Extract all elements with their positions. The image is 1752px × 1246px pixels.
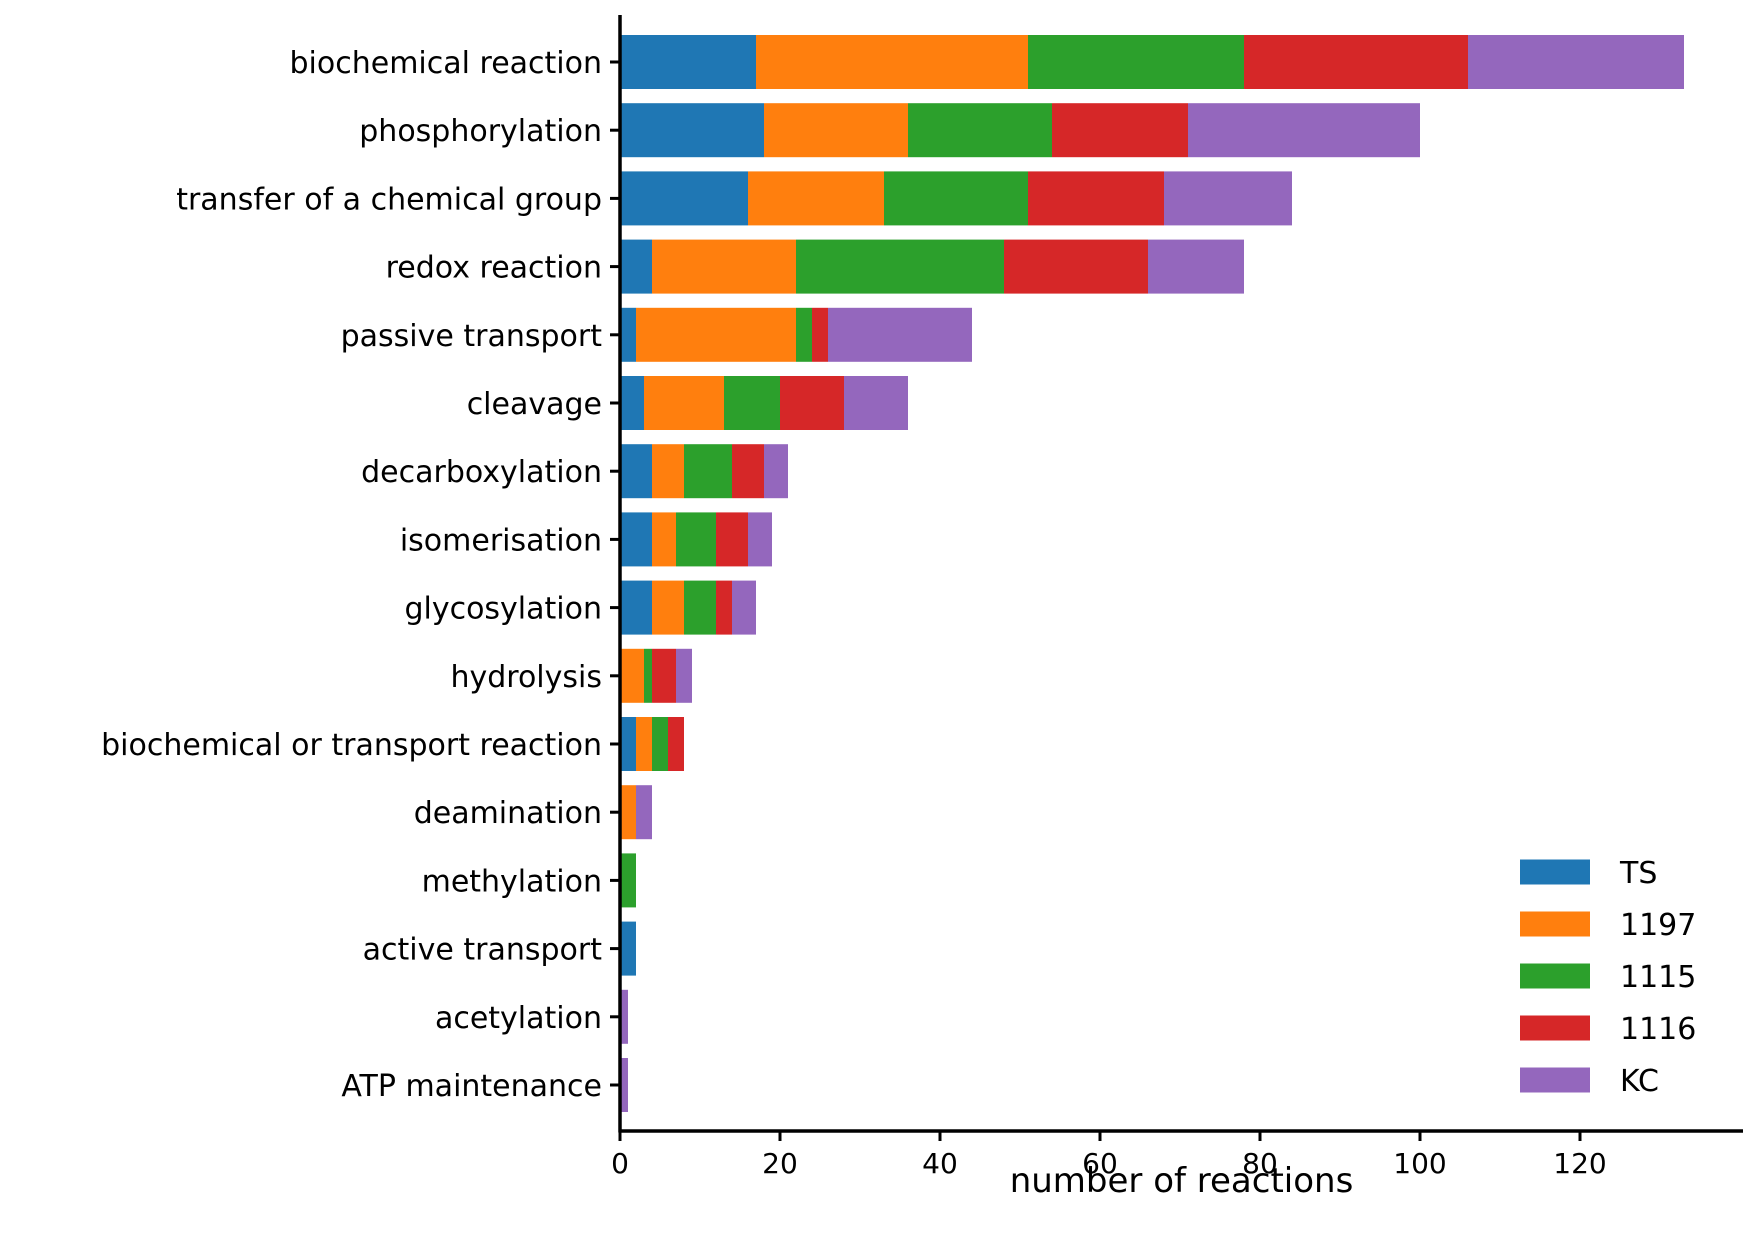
bar-segment-kc-2 — [1164, 171, 1292, 226]
x-tick-label: 60 — [1082, 1147, 1118, 1180]
bar-segment-1115-2 — [884, 171, 1028, 226]
category-label: cleavage — [467, 387, 602, 422]
legend-label-ts: TS — [1619, 856, 1657, 891]
bar-segment-ts-1 — [620, 103, 764, 158]
bar-segment-kc-1 — [1188, 103, 1420, 158]
bar-segment-kc-5 — [844, 376, 908, 430]
bar-segment-kc-11 — [636, 785, 652, 840]
legend-label-kc: KC — [1620, 1064, 1659, 1099]
legend: TS 1197 1115 1116 KC — [1520, 856, 1696, 1099]
bar-segment-1116-2 — [1028, 171, 1164, 226]
bar-segment-1115-0 — [1028, 35, 1244, 89]
bar-segment-kc-9 — [676, 648, 692, 703]
legend-label-1116: 1116 — [1620, 1012, 1696, 1047]
bar-segment-1115-3 — [796, 239, 1004, 294]
bar-segment-1116-4 — [812, 307, 828, 362]
bar-segment-1115-4 — [796, 307, 812, 362]
bar-segment-1115-9 — [644, 648, 652, 703]
legend-swatch-1115 — [1520, 963, 1590, 989]
x-tick-label: 40 — [922, 1147, 958, 1180]
legend-swatch-1116 — [1520, 1015, 1590, 1041]
bar-segment-ts-4 — [620, 307, 636, 362]
bar-segment-1116-9 — [652, 648, 676, 703]
bar-segment-1116-0 — [1244, 35, 1468, 89]
category-label: deamination — [414, 796, 602, 831]
x-tick-label: 80 — [1242, 1147, 1278, 1180]
bar-segment-kc-0 — [1468, 35, 1684, 89]
category-labels: biochemical reaction phosphorylation trans… — [101, 46, 620, 1104]
bar-segment-1197-2 — [748, 171, 884, 226]
bar-segment-1197-5 — [644, 376, 724, 430]
bar-segment-ts-3 — [620, 239, 652, 294]
x-tick-label: 120 — [1553, 1147, 1606, 1180]
legend-swatch-1197 — [1520, 911, 1590, 937]
bar-segment-1115-12 — [620, 853, 636, 908]
legend-swatch-ts — [1520, 859, 1590, 885]
bar-segment-1115-8 — [684, 580, 716, 635]
category-label: redox reaction — [386, 251, 602, 286]
bar-segment-kc-8 — [732, 580, 756, 635]
bars-layer — [620, 35, 1684, 1112]
bar-segment-1115-10 — [652, 717, 668, 771]
category-label: transfer of a chemical group — [176, 182, 602, 217]
bar-segment-1197-10 — [636, 717, 652, 771]
bar-segment-1115-5 — [724, 376, 780, 430]
x-tick-label: 100 — [1393, 1147, 1446, 1180]
bar-segment-1116-6 — [732, 444, 764, 499]
bar-segment-kc-3 — [1148, 239, 1244, 294]
bar-segment-1116-3 — [1004, 239, 1148, 294]
bar-segment-ts-0 — [620, 35, 756, 89]
category-label: hydrolysis — [450, 660, 602, 695]
bar-segment-kc-14 — [620, 989, 628, 1044]
legend-label-1197: 1197 — [1620, 908, 1696, 943]
bar-segment-ts-6 — [620, 444, 652, 499]
bar-segment-1115-1 — [908, 103, 1052, 158]
bar-segment-kc-15 — [620, 1058, 628, 1112]
bar-segment-1116-8 — [716, 580, 732, 635]
category-label: acetylation — [435, 1001, 602, 1036]
x-tick-label: 0 — [611, 1147, 629, 1180]
bar-segment-1197-1 — [764, 103, 908, 158]
bar-segment-1116-5 — [780, 376, 844, 430]
bar-segment-1116-7 — [716, 512, 748, 567]
bar-segment-ts-2 — [620, 171, 748, 226]
bar-segment-1116-10 — [668, 717, 684, 771]
bar-segment-1197-4 — [636, 307, 796, 362]
bar-segment-ts-8 — [620, 580, 652, 635]
bar-segment-ts-13 — [620, 921, 636, 976]
category-label: active transport — [363, 933, 603, 968]
bar-segment-kc-4 — [828, 307, 972, 362]
category-label: ATP maintenance — [341, 1069, 602, 1104]
category-label: phosphorylation — [359, 114, 602, 149]
bar-segment-1115-6 — [684, 444, 732, 499]
bar-segment-1115-7 — [676, 512, 716, 567]
bar-segment-ts-5 — [620, 376, 644, 430]
bar-segment-kc-6 — [764, 444, 788, 499]
bar-segment-kc-7 — [748, 512, 772, 567]
axes — [618, 15, 1743, 1133]
category-label: methylation — [422, 864, 602, 899]
x-ticks: 0 20 40 60 80 100 120 — [611, 1131, 1607, 1180]
x-axis-title: number of reactions — [1010, 1161, 1354, 1201]
x-tick-label: 20 — [762, 1147, 798, 1180]
bar-segment-1197-11 — [620, 785, 636, 840]
bar-segment-1197-6 — [652, 444, 684, 499]
legend-label-1115: 1115 — [1620, 960, 1696, 995]
category-label: passive transport — [341, 319, 603, 354]
bar-segment-1197-0 — [756, 35, 1028, 89]
category-label: isomerisation — [400, 523, 602, 558]
category-label: glycosylation — [404, 592, 602, 627]
bar-segment-1197-9 — [620, 648, 644, 703]
legend-swatch-kc — [1520, 1067, 1590, 1093]
category-label: biochemical or transport reaction — [101, 728, 602, 763]
bar-segment-1116-1 — [1052, 103, 1188, 158]
bar-segment-1197-8 — [652, 580, 684, 635]
category-label: biochemical reaction — [290, 46, 602, 81]
category-label: decarboxylation — [361, 455, 602, 490]
bar-segment-ts-7 — [620, 512, 652, 567]
bar-segment-1197-7 — [652, 512, 676, 567]
bar-segment-ts-10 — [620, 717, 636, 771]
bar-segment-1197-3 — [652, 239, 796, 294]
